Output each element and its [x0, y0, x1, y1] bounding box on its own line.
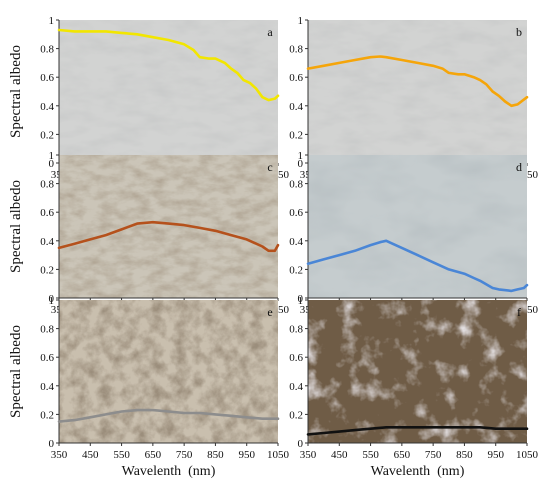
x-tick-label: 450: [82, 449, 99, 461]
panel-b-series-line-0: [306, 55, 529, 108]
y-tick-label: 0.8: [289, 324, 303, 336]
panel-label-a: a: [267, 25, 273, 39]
panel-a: 00.20.40.60.813504505506507508509501050a…: [8, 15, 290, 181]
y-tick-label: 0: [298, 438, 304, 450]
panel-e: 0 0.2 0.4 0.6 0.8 1 350 450 550 650 750 850 950 1050 e…: [8, 295, 290, 479]
y-tick-label: 0.2: [40, 129, 54, 141]
x-tick-label: 750: [176, 449, 193, 461]
panel-d: 00.20.40.60.813504505506507508509501050d: [289, 150, 538, 316]
y-tick-label: 0.8: [40, 179, 54, 191]
x-tick-label: 450: [331, 449, 348, 461]
y-tick-label: 0.2: [289, 264, 303, 276]
panel-label-c: c: [267, 160, 272, 174]
x-tick-label: 950: [238, 449, 255, 461]
panel-d-texture: [308, 155, 527, 298]
y-tick-label: 0.6: [289, 352, 303, 364]
x-tick-label: 750: [425, 449, 442, 461]
y-tick-label: 0.8: [40, 324, 54, 336]
x-tick-label: 1050: [267, 449, 290, 461]
panel-a-texture: [59, 20, 278, 163]
y-tick-label: 0: [298, 293, 304, 305]
y-tick-label: 0.2: [40, 409, 54, 421]
panel-c-y-axis-label: Spectral albedo: [8, 180, 24, 273]
y-tick-label: 0.6: [40, 352, 54, 364]
y-tick-label: 0.6: [289, 72, 303, 84]
y-tick-label: 0.6: [289, 207, 303, 219]
panel-b-texture: [308, 20, 527, 163]
panel-b: 00.20.40.60.813504505506507508509501050b: [289, 15, 538, 181]
x-tick-label: 550: [113, 449, 130, 461]
x-tick-label: 850: [207, 449, 224, 461]
panel-e-x-axis-label: Wavelenth (nm): [122, 464, 216, 479]
x-tick-label: 850: [456, 449, 473, 461]
y-tick-label: 0.6: [40, 72, 54, 84]
x-tick-label: 350: [300, 449, 317, 461]
x-tick-label: 650: [145, 449, 162, 461]
x-tick-label: 550: [362, 449, 379, 461]
x-tick-label: 950: [487, 449, 504, 461]
y-tick-label: 0.4: [40, 236, 54, 248]
y-tick-label: 0: [49, 158, 55, 170]
panel-e-texture: [59, 300, 278, 443]
y-tick-label: 1: [49, 295, 55, 307]
y-tick-label: 1: [49, 150, 55, 162]
y-tick-label: 0.2: [40, 264, 54, 276]
panel-label-b: b: [516, 25, 522, 39]
x-tick-label: 650: [394, 449, 411, 461]
panel-f-series-line-0: [306, 426, 529, 436]
x-tick-label: 350: [51, 449, 68, 461]
panel-d-series-line-0: [306, 239, 529, 293]
y-tick-label: 0.4: [289, 101, 303, 113]
panel-e-series-line-0: [57, 408, 280, 423]
x-tick-label: 1050: [516, 449, 539, 461]
y-tick-label: 1: [49, 15, 55, 27]
y-tick-label: 0.8: [40, 44, 54, 56]
panel-f: 0 0.2 0.4 0.6 0.8 1 350 450 550 650 750 850 950 1050 f…: [289, 295, 538, 479]
y-tick-label: 1: [298, 15, 304, 27]
panel-a-series-line-0: [57, 28, 280, 102]
y-tick-label: 0.4: [40, 101, 54, 113]
y-tick-label: 0.6: [40, 207, 54, 219]
panel-label-d: d: [516, 160, 522, 174]
panel-f-texture: [308, 300, 527, 443]
y-tick-label: 1: [298, 150, 304, 162]
y-tick-label: 0.2: [289, 129, 303, 141]
y-tick-label: 0: [298, 158, 304, 170]
y-tick-label: 0.4: [40, 381, 54, 393]
panel-c-series-line-0: [57, 220, 280, 253]
panel-label-e: e: [267, 305, 272, 319]
y-tick-label: 0.4: [289, 236, 303, 248]
panel-f-x-axis-label: Wavelenth (nm): [371, 464, 465, 479]
y-tick-label: 0.8: [289, 44, 303, 56]
panel-e-y-axis-label: Spectral albedo: [8, 325, 24, 418]
y-tick-label: 0: [49, 438, 55, 450]
panel-a-y-axis-label: Spectral albedo: [8, 45, 24, 138]
y-tick-label: 0: [49, 293, 55, 305]
y-tick-label: 0.8: [289, 179, 303, 191]
y-tick-label: 0.2: [289, 409, 303, 421]
y-tick-label: 1: [298, 295, 304, 307]
y-tick-label: 0.4: [289, 381, 303, 393]
panel-label-f: f: [517, 305, 521, 319]
panel-c-texture: [59, 155, 278, 298]
